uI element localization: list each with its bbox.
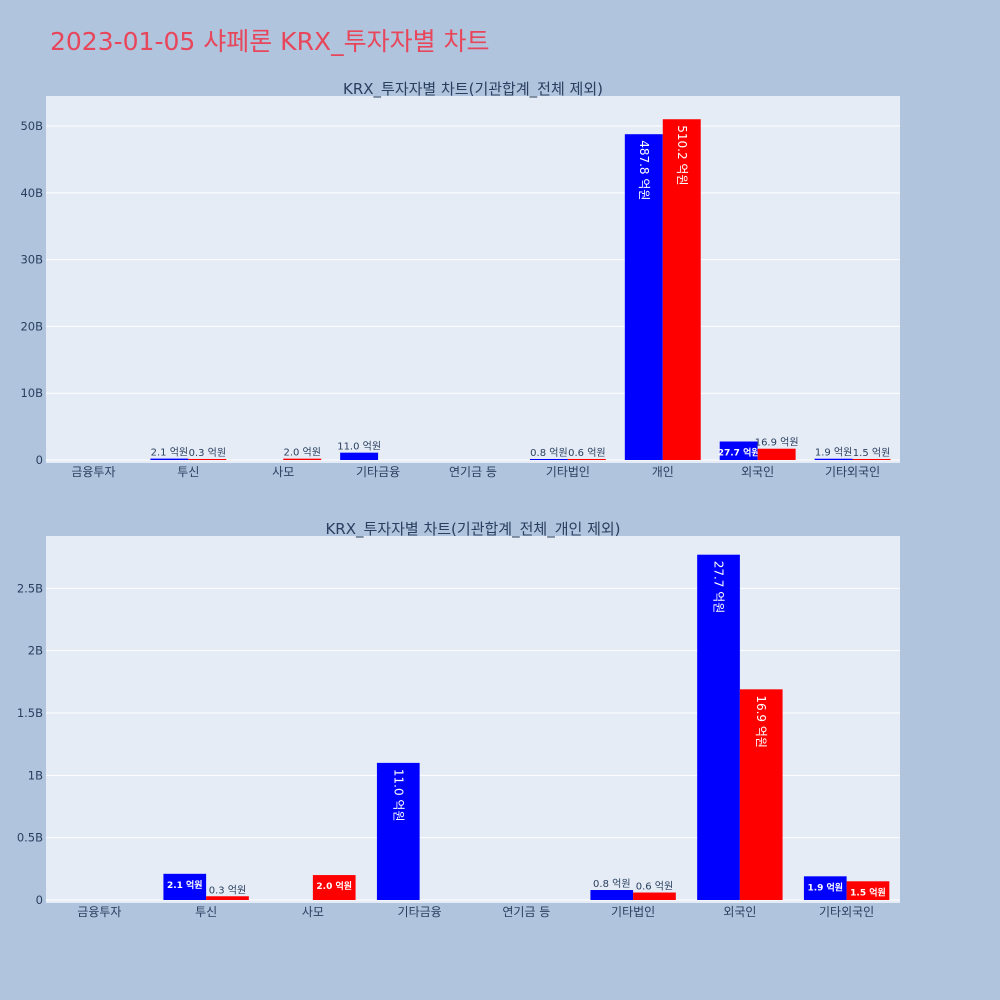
bar-buy	[590, 890, 634, 900]
data-label: 1.9 억원	[815, 447, 852, 459]
data-label: 0.8 억원	[593, 878, 630, 890]
x-tick-label: 투신	[195, 905, 217, 919]
y-tick-label: 0	[36, 893, 43, 907]
chart-2: KRX_투자자별 차트(기관합계_전체_개인 제외) 0 0.5B 1B 1.5B 2B 2…	[17, 520, 900, 919]
x-tick-label: 기타법인	[611, 905, 655, 919]
chart-1: KRX_투자자별 차트(기관합계_전체 제외) 0 10B 20B 30B 40B 50B 금…	[20, 80, 900, 479]
chart-title: KRX_투자자별 차트(기관합계_전체_개인 제외)	[325, 520, 620, 539]
bar-buy	[150, 458, 189, 460]
y-tick-label: 50B	[20, 119, 43, 133]
bar-sell	[662, 119, 701, 461]
bar-sell	[312, 875, 356, 900]
page-title: 2023-01-05 샤페론 KRX_투자자별 차트	[50, 27, 490, 56]
y-tick-label: 30B	[20, 253, 43, 267]
data-label: 0.6 억원	[568, 447, 605, 459]
bar-sell	[739, 689, 783, 900]
data-label: 27.7 억원	[718, 446, 760, 458]
y-tick-label: 1B	[28, 768, 43, 782]
data-label: 11.0 억원	[337, 441, 381, 453]
y-tick-label: 40B	[20, 186, 43, 200]
x-tick-label: 외국인	[741, 465, 774, 479]
data-label: 1.5 억원	[853, 447, 890, 459]
data-label: 2.1 억원	[167, 879, 203, 891]
data-label: 510.2 억원	[675, 125, 689, 185]
data-label: 0.3 억원	[189, 447, 226, 459]
x-tick-label: 기타외국인	[819, 905, 874, 919]
data-label: 1.9 억원	[807, 881, 843, 893]
data-label: 11.0 억원	[391, 769, 405, 822]
x-tick-label: 개인	[652, 465, 674, 479]
data-label: 0.8 억원	[530, 447, 567, 459]
x-tick-label: 금융투자	[71, 465, 115, 479]
bar-buy	[163, 873, 207, 900]
bar-buy	[697, 554, 740, 900]
data-label: 0.6 억원	[636, 881, 673, 893]
y-tick-label: 2.5B	[17, 581, 43, 595]
bar-buy	[340, 452, 379, 460]
y-tick-label: 20B	[20, 319, 43, 333]
bar-sell	[188, 459, 227, 460]
y-tick-label: 10B	[20, 386, 43, 400]
data-label: 1.5 억원	[850, 886, 886, 898]
x-tick-label: 기타금융	[398, 905, 442, 919]
y-tick-label: 1.5B	[17, 706, 43, 720]
bar-sell	[283, 458, 322, 460]
y-tick-label: 0	[36, 453, 43, 467]
chart-title: KRX_투자자별 차트(기관합계_전체 제외)	[343, 80, 603, 99]
bar-sell	[633, 892, 676, 900]
data-label: 2.1 억원	[151, 447, 188, 459]
bar-sell	[757, 448, 796, 460]
x-tick-label: 외국인	[723, 905, 756, 919]
bar-sell	[846, 881, 890, 900]
x-tick-label: 금융투자	[77, 905, 121, 919]
x-tick-label: 기타금융	[356, 465, 400, 479]
data-label: 2.0 억원	[316, 880, 352, 892]
bar-buy	[529, 459, 568, 460]
data-label: 16.9 억원	[755, 437, 799, 449]
data-label: 487.8 억원	[637, 140, 651, 200]
data-label: 2.0 억원	[283, 447, 320, 459]
x-tick-label: 연기금 등	[449, 465, 497, 479]
bar-sell	[567, 459, 606, 460]
bar-sell	[206, 896, 249, 900]
data-label: 16.9 억원	[754, 695, 768, 748]
x-tick-label: 기타법인	[546, 465, 590, 479]
bar-buy	[624, 134, 663, 460]
data-label: 0.3 억원	[209, 884, 246, 896]
bar-buy	[719, 441, 758, 460]
bar-buy	[803, 876, 847, 900]
data-label: 27.7 억원	[712, 561, 726, 614]
x-tick-label: 사모	[302, 905, 324, 919]
y-tick-label: 0.5B	[17, 831, 43, 845]
x-tick-label: 사모	[272, 465, 294, 479]
y-tick-label: 2B	[28, 644, 43, 658]
bar-buy	[814, 458, 853, 460]
x-tick-label: 기타외국인	[825, 465, 880, 479]
plot-area	[46, 96, 900, 463]
bar-buy	[376, 762, 420, 900]
x-tick-label: 투신	[177, 465, 199, 479]
bar-sell	[852, 458, 891, 460]
x-tick-label: 연기금 등	[502, 905, 550, 919]
